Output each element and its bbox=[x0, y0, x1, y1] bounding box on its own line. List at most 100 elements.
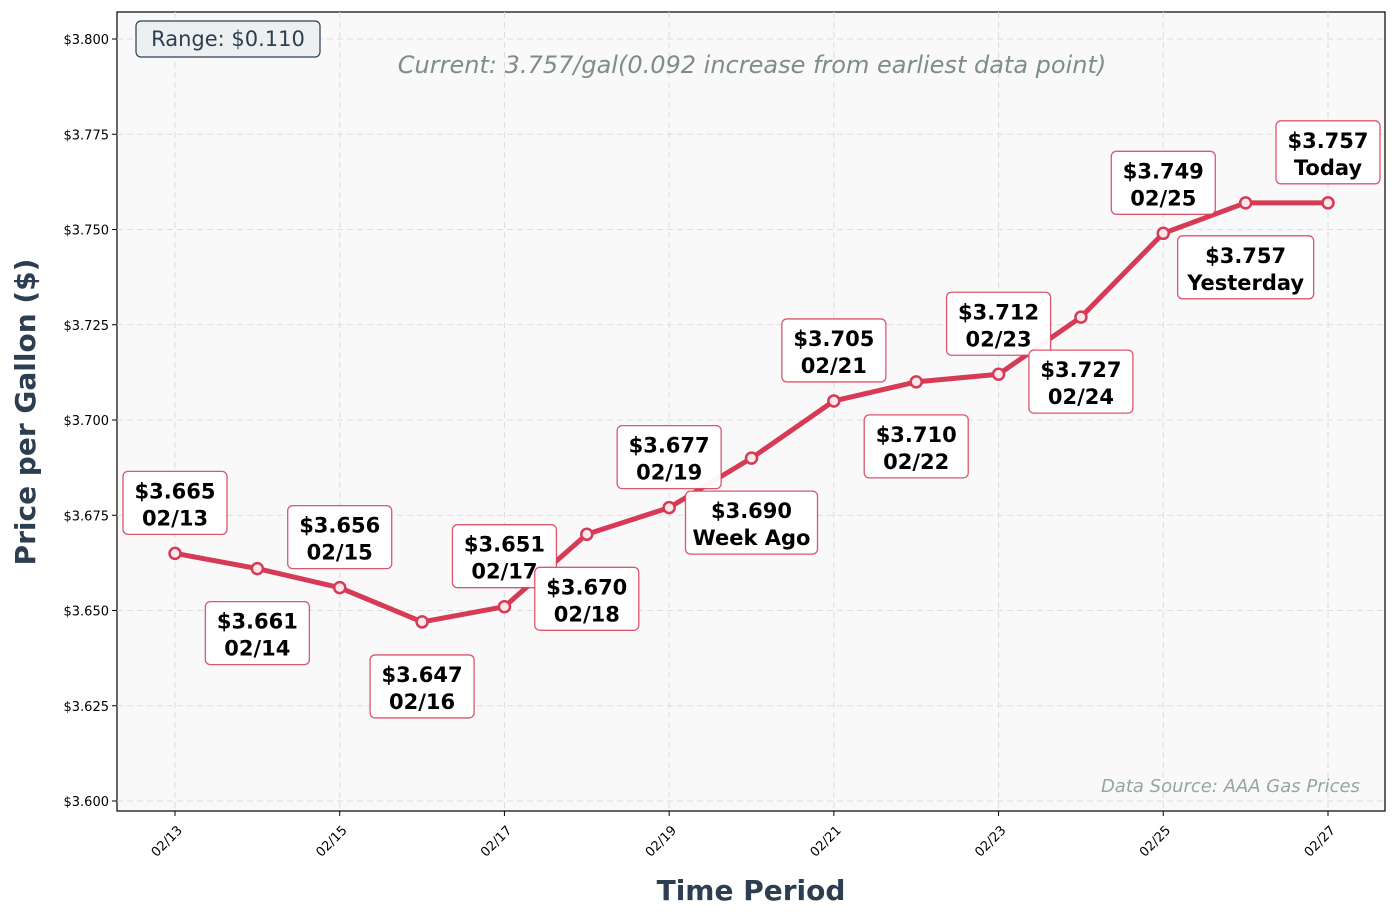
data-point bbox=[1238, 196, 1253, 210]
data-point bbox=[1321, 196, 1335, 210]
point-label-price: $3.705 bbox=[793, 327, 874, 351]
point-label-price: $3.749 bbox=[1123, 159, 1204, 183]
point-label-tag: Week Ago bbox=[693, 526, 811, 550]
point-label: $3.749 02/25 bbox=[1110, 150, 1216, 215]
current-price-annotation: Current: 3.757/gal(0.092 increase from e… bbox=[398, 51, 1106, 79]
point-label-box bbox=[122, 470, 228, 536]
point-label-box bbox=[863, 414, 969, 479]
point-label-tag: 02/25 bbox=[1130, 186, 1196, 210]
data-point bbox=[827, 394, 841, 408]
point-label: $3.656 02/15 bbox=[287, 504, 393, 570]
point-label-price: $3.677 bbox=[629, 434, 710, 458]
point-label: $3.661 02/14 bbox=[204, 600, 311, 666]
point-label-price: $3.757 bbox=[1205, 244, 1286, 268]
point-label-price: $3.647 bbox=[382, 663, 463, 687]
y-tick-label: $3.650 bbox=[64, 605, 110, 620]
point-label-price: $3.656 bbox=[299, 514, 380, 538]
point-label: $3.651 02/17 bbox=[451, 524, 558, 589]
data-point bbox=[744, 451, 759, 465]
point-label-price: $3.651 bbox=[464, 533, 545, 557]
point-label-box bbox=[781, 318, 887, 383]
point-label-tag: 02/23 bbox=[966, 327, 1032, 351]
point-label: $3.647 02/16 bbox=[369, 654, 475, 719]
data-point bbox=[415, 615, 429, 629]
data-point bbox=[497, 599, 512, 614]
range-text: Range: $0.110 bbox=[151, 27, 305, 51]
y-tick-label: $3.750 bbox=[64, 224, 110, 239]
x-tick-label: 02/15 bbox=[313, 823, 350, 860]
point-label: $3.705 02/21 bbox=[781, 318, 887, 383]
point-label-box bbox=[204, 600, 311, 666]
point-label-box bbox=[1028, 349, 1134, 414]
point-label-tag: 02/16 bbox=[389, 690, 455, 714]
point-label-tag: Today bbox=[1294, 156, 1363, 180]
point-label-tag: 02/17 bbox=[471, 560, 537, 584]
x-tick-label: 02/23 bbox=[972, 823, 1009, 860]
data-point bbox=[1156, 226, 1171, 241]
data-point bbox=[250, 561, 265, 576]
data-point bbox=[991, 367, 1006, 382]
data-point bbox=[662, 500, 676, 515]
point-label-price: $3.670 bbox=[546, 575, 627, 599]
range-box: Range: $0.110 bbox=[135, 20, 321, 58]
point-label-tag: Yesterday bbox=[1186, 271, 1304, 295]
y-tick-label: $3.625 bbox=[64, 700, 110, 715]
point-label-tag: 02/15 bbox=[307, 541, 373, 565]
point-label: $3.710 02/22 bbox=[863, 414, 969, 479]
y-tick-label: $3.725 bbox=[64, 319, 110, 334]
point-label: $3.727 02/24 bbox=[1028, 349, 1134, 414]
data-point bbox=[580, 527, 594, 542]
point-label-box bbox=[287, 504, 393, 570]
point-label: $3.757 Yesterday bbox=[1176, 235, 1315, 300]
data-point bbox=[332, 580, 347, 595]
x-tick-label: 02/17 bbox=[478, 823, 515, 860]
point-label-box bbox=[369, 654, 475, 719]
point-label-price: $3.661 bbox=[217, 610, 298, 634]
y-tick-label: $3.775 bbox=[64, 128, 110, 143]
y-axis-label: Price per Gallon ($) bbox=[9, 259, 42, 566]
point-label-tag: 02/14 bbox=[224, 637, 290, 661]
x-tick-label: 02/19 bbox=[643, 823, 680, 860]
point-label: $3.757 Today bbox=[1275, 120, 1381, 185]
data-source-note: Data Source: AAA Gas Prices bbox=[1101, 776, 1360, 797]
point-label-box bbox=[1110, 150, 1216, 215]
data-point bbox=[168, 546, 182, 561]
x-tick-label: 02/27 bbox=[1302, 823, 1339, 860]
y-tick-label: $3.675 bbox=[64, 509, 110, 524]
point-label-tag: 02/13 bbox=[142, 506, 208, 530]
point-label-price: $3.665 bbox=[134, 479, 215, 503]
point-label-box bbox=[684, 490, 819, 555]
plot-area bbox=[116, 11, 1386, 812]
point-label-price: $3.727 bbox=[1040, 358, 1121, 382]
point-label-box bbox=[1176, 235, 1315, 300]
point-label: $3.712 02/23 bbox=[945, 291, 1052, 356]
x-tick-label: 02/21 bbox=[808, 823, 845, 860]
x-tick-label: 02/13 bbox=[149, 823, 186, 860]
point-label-price: $3.690 bbox=[711, 499, 792, 523]
point-label-box bbox=[451, 524, 558, 589]
point-label: $3.690 Week Ago bbox=[684, 490, 819, 555]
point-label-tag: 02/18 bbox=[554, 602, 620, 626]
point-label: $3.670 02/18 bbox=[534, 566, 640, 631]
y-tick-label: $3.700 bbox=[64, 414, 110, 429]
point-label: $3.665 02/13 bbox=[122, 470, 228, 536]
point-label-box bbox=[1275, 120, 1381, 185]
y-tick-label: $3.600 bbox=[64, 795, 110, 810]
point-label-tag: 02/21 bbox=[801, 354, 867, 378]
point-label-box bbox=[945, 291, 1052, 356]
point-label-price: $3.757 bbox=[1287, 129, 1368, 153]
data-point bbox=[909, 375, 923, 389]
point-label: $3.677 02/19 bbox=[616, 424, 722, 490]
x-axis-label: Time Period bbox=[657, 874, 846, 907]
data-point bbox=[1074, 310, 1088, 324]
point-label-tag: 02/19 bbox=[636, 461, 702, 485]
point-label-tag: 02/22 bbox=[883, 450, 949, 474]
x-tick-label: 02/25 bbox=[1137, 823, 1174, 860]
point-label-price: $3.710 bbox=[876, 423, 957, 447]
point-label-box bbox=[616, 424, 722, 490]
point-label-tag: 02/24 bbox=[1048, 385, 1114, 409]
point-label-box bbox=[534, 566, 640, 631]
y-tick-label: $3.800 bbox=[64, 33, 110, 48]
point-label-price: $3.712 bbox=[958, 300, 1039, 324]
